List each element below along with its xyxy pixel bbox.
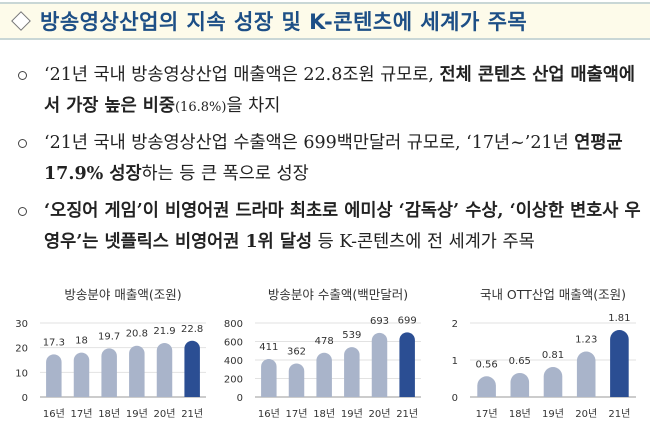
x-tick-label: 20년	[154, 408, 176, 420]
data-label: 22.8	[181, 324, 203, 335]
data-label: 17.3	[43, 337, 65, 348]
y-tick-label: 0	[237, 393, 243, 404]
y-tick-label: 800	[224, 319, 243, 330]
y-tick-label: 0	[22, 393, 28, 404]
data-label: 411	[259, 342, 278, 353]
bullet-text-segment: ‘21년 국내 방송영상산업 매출액은 22.8조원 규모로,	[44, 65, 440, 85]
data-label: 699	[398, 315, 417, 326]
bar	[101, 348, 117, 397]
data-label: 362	[287, 347, 306, 358]
bar	[344, 347, 360, 397]
bar	[46, 354, 62, 397]
bar	[399, 332, 415, 397]
data-label: 0.65	[509, 356, 531, 367]
x-tick-label: 21년	[181, 408, 203, 420]
bullet-text-segment: 하는 등 큰 폭으로 성장	[141, 164, 309, 184]
bullet-text-segment: 등 K-콘텐츠에 전 세계가 주목	[312, 232, 535, 252]
x-tick-label: 17년	[476, 408, 498, 420]
y-tick-label: 1	[452, 356, 458, 367]
x-tick-label: 19년	[542, 408, 564, 420]
data-label: 1.23	[575, 334, 597, 345]
y-tick-label: 10	[15, 368, 28, 379]
y-tick-label: 400	[224, 356, 243, 367]
x-tick-label: 18년	[509, 408, 531, 420]
y-tick-label: 20	[15, 344, 28, 355]
bullet-text-segment: ‘오징어 게임’이 비영어권 드라마 최초로 에미상 ‘감독상’ 수상, ‘이상…	[44, 201, 641, 252]
x-tick-label: 21년	[608, 408, 630, 420]
bullet-text-segment: (16.8%)	[174, 100, 227, 115]
y-tick-label: 30	[15, 319, 28, 330]
bar	[156, 342, 173, 397]
data-label: 1.81	[608, 313, 630, 324]
circle-bullet-icon	[18, 207, 27, 216]
x-tick-label: 19년	[341, 408, 363, 420]
chart-title: 국내 OTT산업 매출액(조원)	[480, 287, 626, 302]
bullet-text-segment: 연평균 17.9% 성장	[44, 133, 623, 184]
chart-svg: 방송분야 수출액(백만달러) 0 200 400 600 800 411 16년 362 17년 4…	[224, 287, 421, 420]
x-tick-label: 16년	[43, 408, 65, 420]
bar	[129, 345, 145, 397]
bullet-2: ‘21년 국내 방송영상산업 수출액은 699백만달러 규모로, ‘17년~’2…	[18, 128, 643, 190]
bullet-text-segment: 전체 콘텐츠 산업 매출액에서 가장 높은 비중	[44, 65, 635, 116]
y-tick-label: 2	[452, 319, 458, 330]
section-header: 방송영상산업의 지속 성장 및 K-콘텐츠에 세계가 주목	[0, 2, 650, 40]
x-tick-label: 16년	[258, 408, 280, 420]
chart-ott-revenue: 국내 OTT산업 매출액(조원) 0 1 2 0.56 17년 0.65 18년 0.81 19년…	[434, 275, 646, 427]
bullet-3: ‘오징어 게임’이 비영어권 드라마 최초로 에미상 ‘감독상’ 수상, ‘이상…	[18, 196, 643, 258]
bar	[288, 363, 305, 397]
bullet-1: ‘21년 국내 방송영상산업 매출액은 22.8조원 규모로, 전체 콘텐츠 산…	[18, 60, 643, 123]
bullet-text-segment: ‘21년 국내 방송영상산업 수출액은 699백만달러 규모로, ‘17년~’2…	[44, 133, 575, 153]
x-tick-label: 19년	[126, 408, 148, 420]
data-label: 539	[342, 330, 361, 341]
bar	[543, 367, 563, 397]
bar	[371, 332, 388, 397]
bar	[184, 340, 200, 397]
section-title: 방송영상산업의 지속 성장 및 K-콘텐츠에 세계가 주목	[40, 10, 528, 34]
x-tick-label: 20년	[575, 408, 597, 420]
y-tick-label: 200	[224, 375, 243, 386]
bar	[510, 372, 530, 397]
data-label: 0.56	[475, 359, 497, 370]
data-label: 18	[75, 336, 88, 347]
x-tick-label: 17년	[286, 408, 308, 420]
circle-bullet-icon	[18, 139, 27, 148]
chart-svg: 방송분야 매출액(조원) 0 10 20 30 17.3 16년 18 17년 19.7 18년 20…	[15, 287, 206, 420]
chart-svg: 국내 OTT산업 매출액(조원) 0 1 2 0.56 17년 0.65 18년 0.81 19년…	[452, 287, 636, 420]
y-tick-label: 600	[224, 338, 243, 349]
bullet-text-segment: 을 차지	[226, 96, 281, 116]
data-label: 19.7	[98, 331, 120, 342]
x-tick-label: 18년	[313, 408, 335, 420]
x-tick-label: 20년	[369, 408, 391, 420]
x-tick-label: 17년	[71, 408, 93, 420]
bar	[316, 352, 332, 397]
bar	[261, 358, 277, 397]
y-tick-label: 0	[452, 393, 458, 404]
bar	[73, 352, 90, 397]
chart-title: 방송분야 매출액(조원)	[64, 287, 181, 302]
data-label: 693	[370, 316, 389, 327]
data-label: 478	[315, 336, 334, 347]
data-label: 0.81	[542, 350, 564, 361]
chart-title: 방송분야 수출액(백만달러)	[268, 287, 408, 302]
chart-broadcast-revenue: 방송분야 매출액(조원) 0 10 20 30 17.3 16년 18 17년 19.7 18년 20…	[4, 275, 216, 427]
bar	[610, 330, 629, 397]
data-label: 20.8	[126, 329, 148, 340]
chart-broadcast-export: 방송분야 수출액(백만달러) 0 200 400 600 800 411 16년 362 17년 4…	[219, 275, 431, 427]
bar	[576, 351, 596, 397]
diamond-icon	[11, 11, 31, 31]
circle-bullet-icon	[18, 71, 27, 80]
data-label: 21.9	[153, 326, 175, 337]
bar	[477, 376, 496, 397]
x-tick-label: 21년	[396, 408, 418, 420]
x-tick-label: 18년	[98, 408, 120, 420]
